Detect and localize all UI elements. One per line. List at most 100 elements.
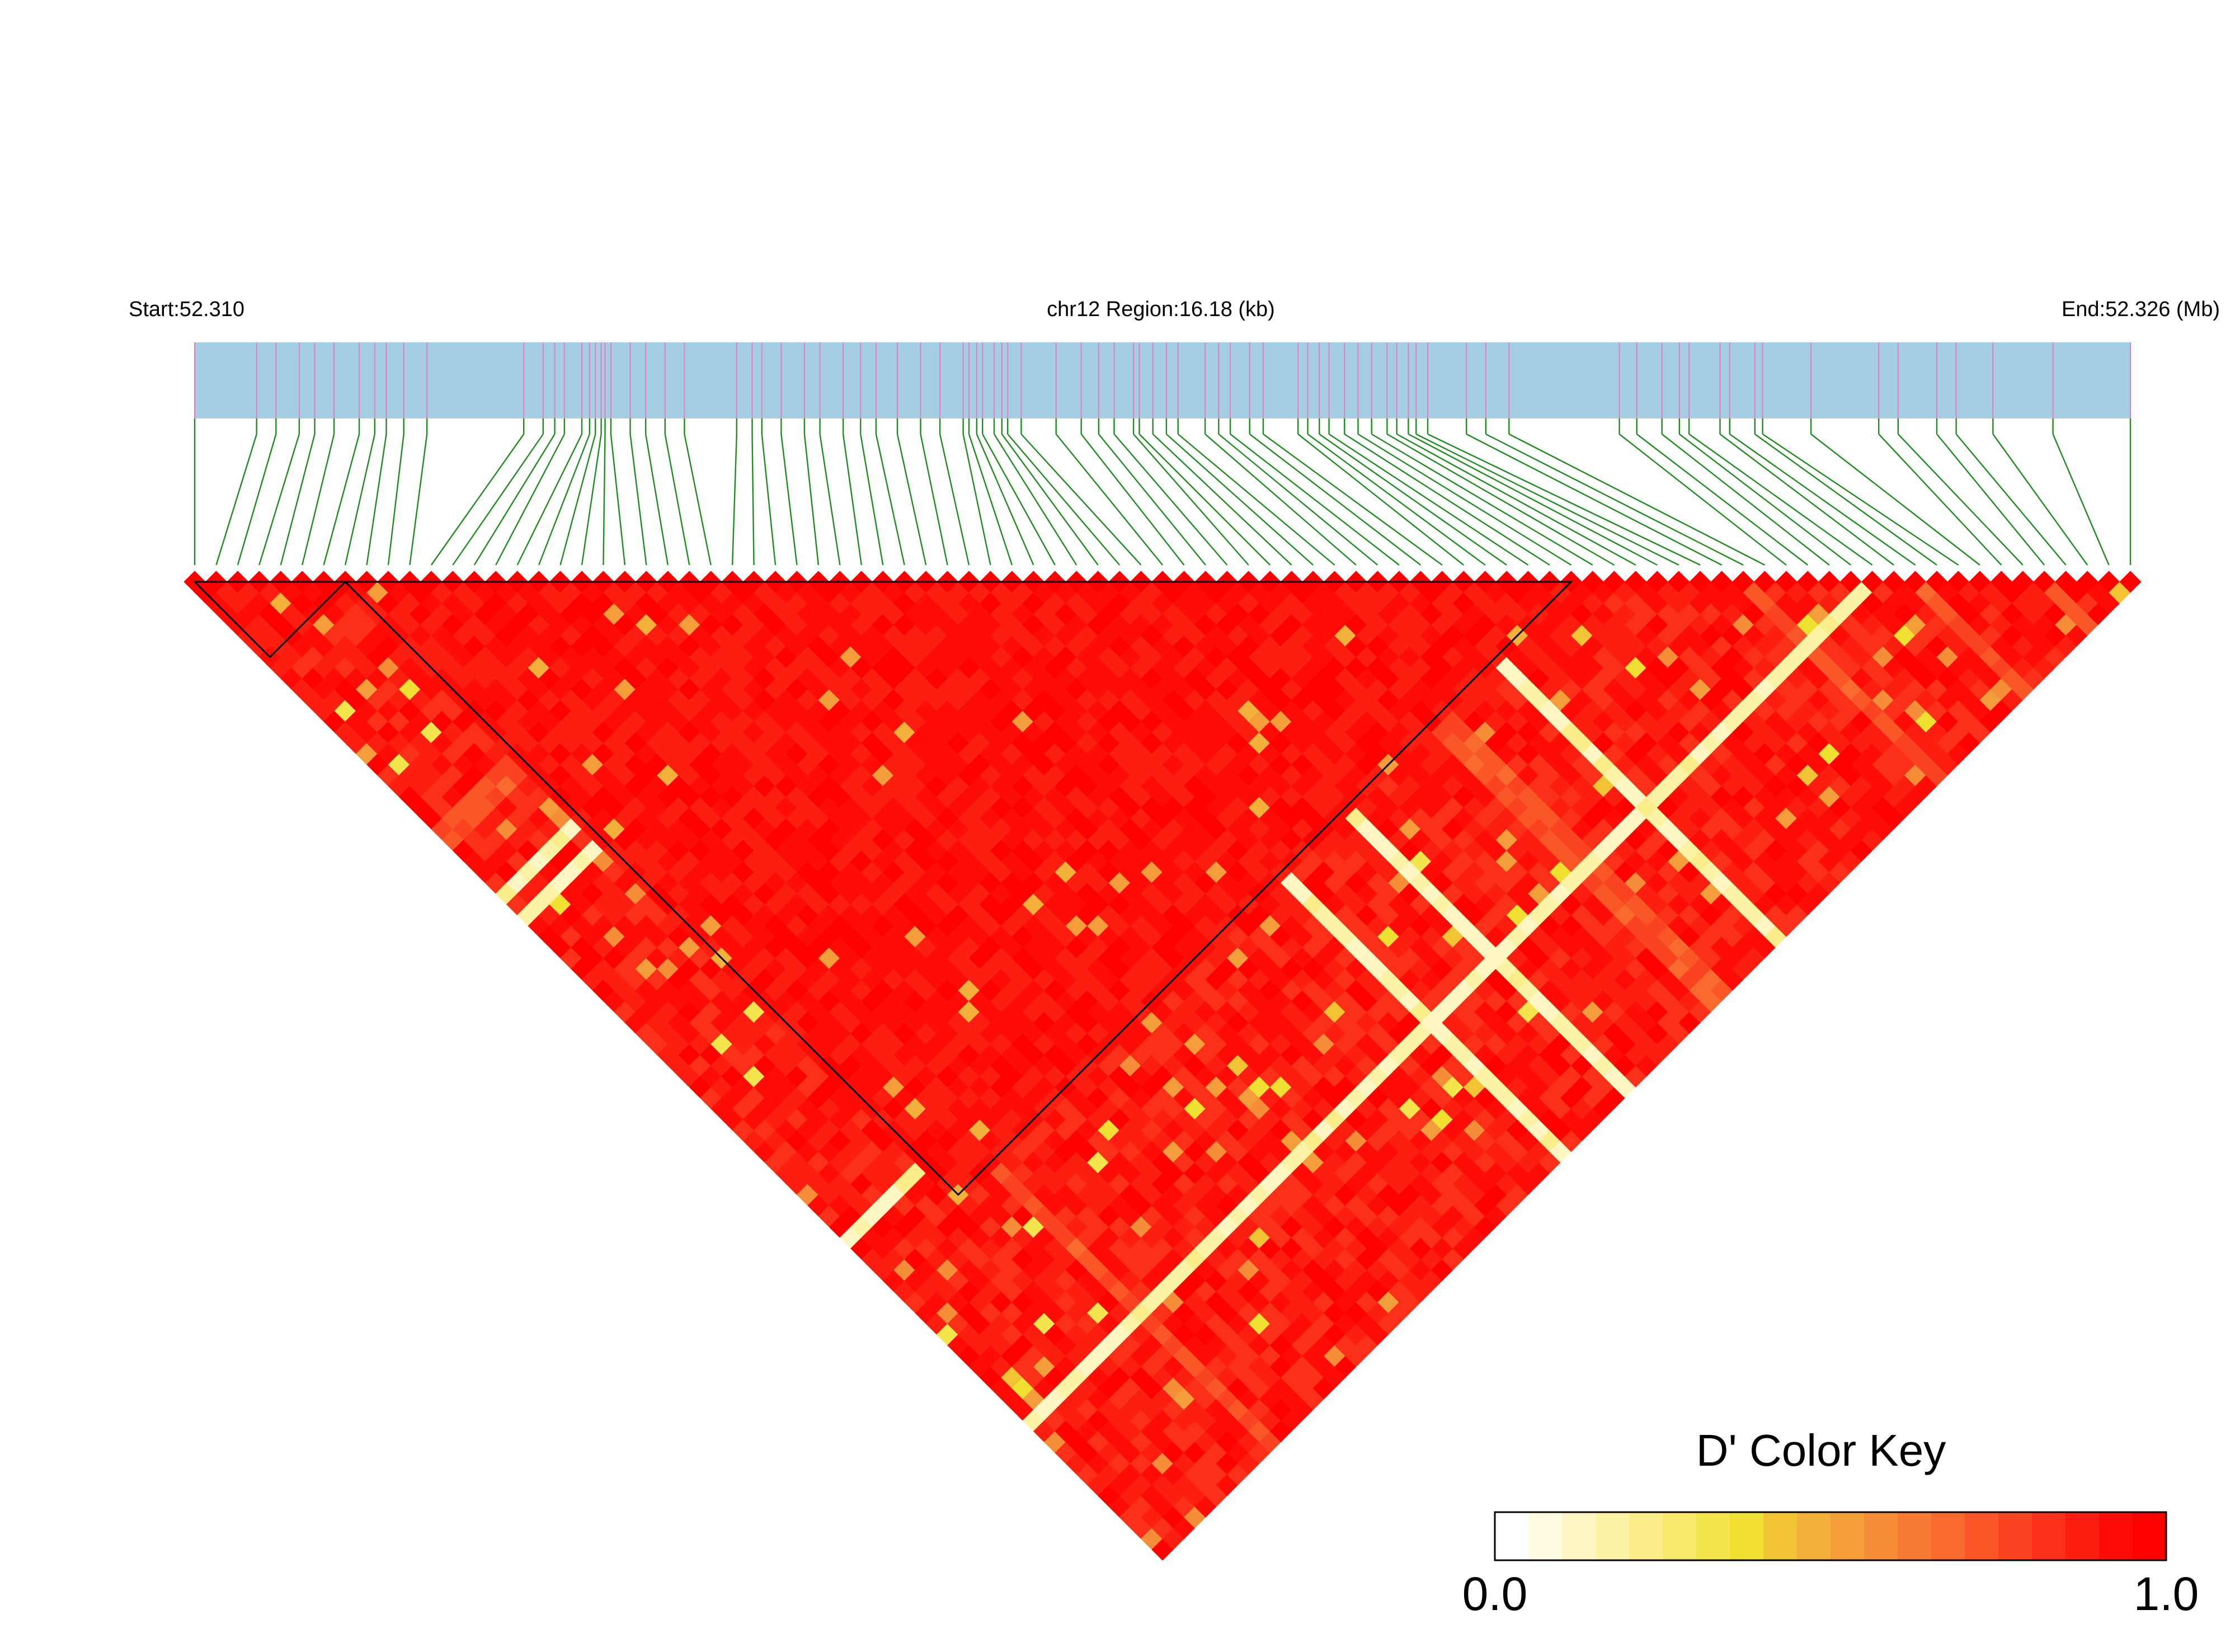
connector-line — [1344, 433, 1550, 566]
connector-line — [860, 434, 884, 566]
connector-line — [1371, 433, 1593, 566]
connector-line — [581, 434, 602, 566]
connector-line — [780, 434, 798, 566]
connector-line — [1113, 434, 1228, 566]
color-key-swatch — [2133, 1512, 2167, 1560]
connector-line — [1878, 434, 2002, 566]
connector-line — [1020, 434, 1142, 566]
connector-line — [1661, 434, 1830, 566]
color-key-swatch — [1562, 1512, 1596, 1560]
connector-line — [1955, 434, 2067, 566]
connector-line — [215, 434, 257, 566]
connector-line — [819, 434, 841, 566]
color-key-gradient — [1495, 1512, 2167, 1560]
color-key-border — [1494, 1511, 2167, 1561]
connector-line — [1679, 434, 1851, 566]
connector-line — [1230, 434, 1400, 566]
connector-line — [1466, 433, 1723, 566]
connector-line — [2052, 434, 2110, 566]
connector-line — [1754, 434, 1937, 566]
connector-line — [1098, 434, 1206, 566]
connector-line — [1249, 434, 1422, 566]
connector-line — [559, 434, 596, 566]
connector-line — [1762, 434, 1959, 566]
ld-cell — [2119, 571, 2142, 593]
connector-line — [1133, 434, 1249, 566]
connector-line — [1415, 433, 1679, 566]
color-key: D' Color Key 0.0 1.0 — [1462, 1425, 2199, 1620]
connector-line — [280, 434, 316, 566]
connector-line — [751, 434, 755, 566]
color-key-swatch — [1763, 1512, 1798, 1560]
connector-line — [603, 434, 606, 566]
color-key-swatch — [1596, 1512, 1630, 1560]
connector-line — [516, 434, 583, 566]
connector-line — [896, 434, 927, 566]
connector-line — [1001, 434, 1099, 566]
connector-line — [1204, 434, 1357, 566]
connector-line — [1618, 434, 1787, 566]
color-key-title: D' Color Key — [1696, 1425, 1946, 1475]
color-key-swatch — [1528, 1512, 1563, 1560]
connector-line — [1307, 434, 1486, 566]
ld-block-outline — [343, 581, 1574, 1196]
header-labels: Start:52.310 chr12 Region:16.18 (kb) End… — [129, 298, 2220, 321]
connector-line — [1152, 434, 1292, 566]
color-key-swatch — [1898, 1512, 1932, 1560]
connector-line — [1485, 433, 1744, 566]
connector-line — [968, 434, 1013, 566]
snp-connector-lines — [194, 418, 2132, 566]
connector-line — [842, 434, 862, 566]
color-key-swatch — [2099, 1512, 2133, 1560]
connector-line — [1055, 434, 1163, 566]
connector-line — [430, 434, 525, 566]
connector-line — [1080, 434, 1185, 566]
connector-line — [1328, 433, 1529, 566]
connector-line — [875, 434, 905, 566]
color-key-swatch — [1629, 1512, 1663, 1560]
color-key-swatch — [1864, 1512, 1898, 1560]
color-key-swatch — [1931, 1512, 1965, 1560]
connector-line — [761, 434, 777, 566]
connector-line — [387, 434, 404, 566]
ld-block-outlines — [192, 581, 1574, 1196]
color-key-swatch — [1495, 1512, 1529, 1560]
connector-line — [1688, 434, 1873, 566]
color-key-swatch — [1998, 1512, 2032, 1560]
ld-block-outline — [192, 581, 347, 658]
connector-line — [1719, 434, 1894, 566]
connector-line — [1357, 433, 1572, 566]
connector-line — [1263, 434, 1443, 566]
connector-line — [731, 434, 737, 566]
region-label: chr12 Region:16.18 (kb) — [1047, 298, 1275, 321]
connector-line — [1636, 434, 1809, 566]
connector-line — [1177, 434, 1335, 566]
connector-line — [1810, 434, 1980, 566]
color-key-swatch — [1797, 1512, 1831, 1560]
color-key-swatch — [1831, 1512, 1865, 1560]
connector-line — [495, 434, 565, 566]
connector-line — [803, 434, 820, 566]
color-key-swatch — [1696, 1512, 1730, 1560]
connector-line — [684, 434, 712, 566]
start-label: Start:52.310 — [129, 298, 244, 321]
connector-line — [452, 434, 544, 566]
connector-line — [1396, 433, 1636, 566]
connector-line — [1408, 433, 1658, 566]
connector-line — [1166, 434, 1314, 566]
connector-line — [323, 434, 360, 566]
connector-line — [344, 434, 375, 566]
connector-line — [538, 434, 590, 566]
color-key-swatch — [2065, 1512, 2100, 1560]
connector-line — [610, 434, 626, 566]
ld-heatmap-cells — [183, 571, 2142, 1561]
connector-line — [1508, 433, 1765, 566]
connector-line — [1007, 434, 1121, 566]
connector-line — [939, 434, 970, 566]
connector-line — [976, 434, 1034, 566]
connector-line — [1297, 434, 1464, 566]
connector-line — [1897, 434, 2024, 566]
end-label: End:52.326 (Mb) — [2062, 298, 2220, 321]
connector-line — [1138, 434, 1271, 566]
